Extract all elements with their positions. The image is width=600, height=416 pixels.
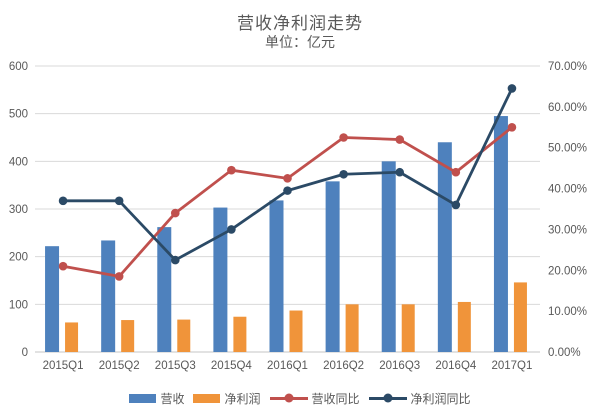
net-profit-bar xyxy=(121,320,135,352)
net-profit-yoy-marker xyxy=(114,196,124,206)
x-axis-tick-label: 2015Q4 xyxy=(211,360,253,372)
x-axis-tick-label: 2017Q1 xyxy=(491,360,532,372)
right-axis-tick-label: 0.00% xyxy=(548,347,581,359)
right-axis-tick-label: 70.00% xyxy=(548,61,587,73)
x-axis-tick-label: 2016Q4 xyxy=(435,360,477,372)
chart-title: 营收净利润走势 xyxy=(237,14,363,33)
right-axis-tick-label: 50.00% xyxy=(548,143,587,155)
right-axis-tick-label: 10.00% xyxy=(548,306,587,318)
revenue-yoy-marker xyxy=(283,174,292,183)
net-profit-bar xyxy=(233,316,247,352)
x-axis-tick-label: 2015Q1 xyxy=(43,360,84,372)
net-profit-yoy-marker xyxy=(170,255,180,265)
revenue-bar xyxy=(381,161,396,352)
legend-item-net-profit: 净利润 xyxy=(193,390,261,407)
legend-swatch-net-profit-yoy xyxy=(368,393,407,403)
revenue-bar xyxy=(101,240,116,352)
legend-label-net-profit-yoy: 净利润同比 xyxy=(410,391,471,406)
x-axis-tick-label: 2016Q2 xyxy=(323,360,364,372)
net-profit-yoy-marker xyxy=(58,196,68,206)
net-profit-bar xyxy=(401,304,415,352)
x-axis-tick-label: 2016Q3 xyxy=(379,360,420,372)
net-profit-bar xyxy=(65,322,79,352)
legend-swatch-net-profit xyxy=(193,393,221,403)
y-axis-tick-label: 300 xyxy=(9,204,28,216)
revenue-yoy-marker xyxy=(451,167,461,177)
chart-subtitle: 单位：亿元 xyxy=(265,34,335,50)
revenue-yoy-marker xyxy=(227,165,236,175)
legend-label-revenue-yoy: 营收同比 xyxy=(311,391,360,406)
x-axis-tick-label: 2015Q2 xyxy=(99,360,140,372)
legend-item-revenue-yoy: 营收同比 xyxy=(269,390,360,407)
y-axis-tick-label: 600 xyxy=(9,61,28,73)
legend-item-net-profit-yoy: 净利润同比 xyxy=(368,390,471,407)
revenue-yoy-marker xyxy=(114,272,124,281)
right-axis-tick-label: 60.00% xyxy=(548,102,587,114)
revenue-bar xyxy=(269,200,284,352)
right-axis-tick-label: 30.00% xyxy=(548,224,587,236)
net-profit-bar xyxy=(289,310,303,352)
legend-item-revenue: 营收 xyxy=(129,390,184,407)
net-profit-yoy-marker xyxy=(507,84,517,93)
revenue-bar xyxy=(213,207,228,352)
y-axis-tick-label: 400 xyxy=(9,156,28,168)
x-axis-tick-label: 2016Q1 xyxy=(267,360,308,372)
right-axis-tick-label: 40.00% xyxy=(548,184,587,196)
revenue-bar xyxy=(325,181,340,352)
net-profit-yoy-marker xyxy=(339,169,348,179)
revenue-yoy-marker xyxy=(58,261,68,271)
right-axis-tick-label: 20.00% xyxy=(548,265,587,277)
revenue-bar xyxy=(437,142,452,352)
net-profit-yoy-marker xyxy=(451,200,461,210)
x-axis-tick-label: 2015Q3 xyxy=(155,360,196,372)
revenue-yoy-marker xyxy=(170,208,180,218)
y-axis-tick-label: 100 xyxy=(9,299,28,311)
net-profit-yoy-marker xyxy=(283,186,292,195)
legend-label-revenue: 营收 xyxy=(160,391,185,406)
net-profit-bar xyxy=(177,319,191,352)
net-profit-yoy-marker xyxy=(227,225,236,234)
legend-swatch-revenue-yoy xyxy=(269,393,308,403)
net-profit-yoy-marker xyxy=(395,167,405,177)
y-axis-tick-label: 500 xyxy=(9,109,28,121)
net-profit-bar xyxy=(513,282,527,352)
chart-legend: 营收 净利润 营收同比 净利润同比 xyxy=(0,386,600,410)
revenue-yoy-marker xyxy=(339,133,348,142)
revenue-bar xyxy=(45,246,60,352)
revenue-yoy-marker xyxy=(395,135,405,144)
y-axis-tick-label: 200 xyxy=(9,252,28,264)
revenue-bar xyxy=(157,227,172,352)
revenue-bar xyxy=(493,116,508,352)
net-profit-bar xyxy=(345,304,359,352)
legend-label-net-profit: 净利润 xyxy=(224,391,261,406)
legend-swatch-revenue xyxy=(129,393,157,403)
revenue-yoy-marker xyxy=(507,122,517,132)
net-profit-bar xyxy=(457,301,471,352)
y-axis-tick-label: 0 xyxy=(22,347,28,359)
